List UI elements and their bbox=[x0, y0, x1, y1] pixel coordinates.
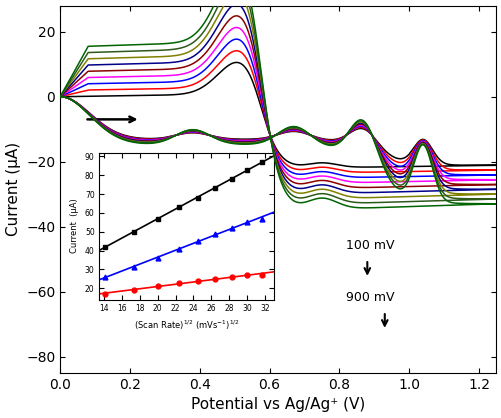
Text: 900 mV: 900 mV bbox=[346, 291, 394, 304]
Text: 100 mV: 100 mV bbox=[346, 240, 394, 252]
Y-axis label: Current (μA): Current (μA) bbox=[6, 142, 21, 236]
X-axis label: Potential vs Ag/Ag⁺ (V): Potential vs Ag/Ag⁺ (V) bbox=[191, 398, 365, 413]
